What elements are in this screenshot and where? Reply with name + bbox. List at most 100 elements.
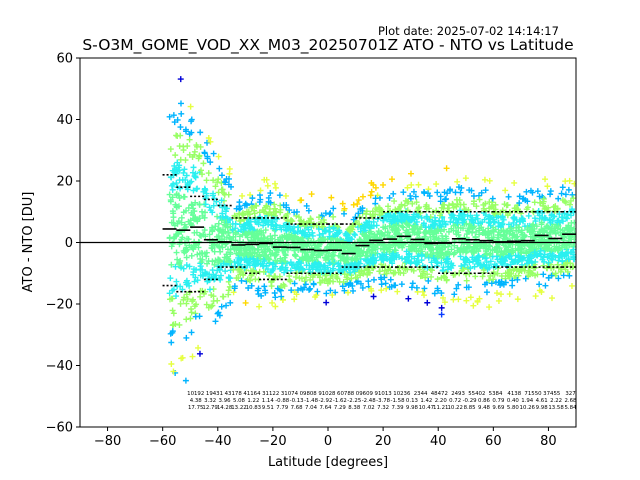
scatter-point	[325, 252, 332, 259]
scatter-point	[511, 179, 518, 186]
scatter-point	[532, 293, 539, 300]
scatter-point	[500, 281, 507, 288]
bin-annotation: 31122	[262, 391, 279, 397]
scatter-point	[176, 194, 183, 201]
scatter-point	[221, 203, 228, 210]
scatter-point	[182, 377, 189, 384]
scatter-point	[198, 167, 205, 174]
scatter-point	[529, 222, 536, 229]
scatter-point	[177, 300, 184, 307]
scatter-point	[332, 240, 339, 247]
chart-title: S-O3M_GOME_VOD_XX_M03_20250701Z ATO - NT…	[82, 36, 573, 55]
scatter-point	[306, 231, 313, 238]
scatter-point	[481, 176, 488, 183]
scatter-point	[269, 218, 276, 225]
scatter-point	[486, 205, 493, 212]
scatter-point	[336, 248, 343, 255]
scatter-point	[298, 260, 305, 267]
scatter-point	[226, 216, 233, 223]
bin-annotation: 3.96	[219, 398, 232, 404]
scatter-point	[169, 186, 176, 193]
scatter-point	[280, 222, 287, 229]
scatter-point	[211, 248, 218, 255]
scatter-point	[182, 176, 189, 183]
scatter-point	[354, 274, 361, 281]
scatter-point	[453, 203, 460, 210]
scatter-point	[173, 192, 180, 199]
scatter-point	[451, 291, 458, 298]
scatter-point	[514, 296, 521, 303]
scatter-point	[415, 181, 422, 188]
scatter-point	[522, 275, 529, 282]
scatter-point	[370, 218, 377, 225]
x-axis: −80 −60 −40 −20 0 20 40 60 80	[94, 427, 557, 449]
scatter-point	[483, 289, 490, 296]
scatter-point	[385, 229, 392, 236]
scatter-point	[186, 136, 193, 143]
y-tick-label: 20	[56, 175, 73, 190]
scatter-point	[434, 276, 441, 283]
scatter-point	[282, 251, 289, 258]
y-tick-label: −60	[46, 421, 73, 436]
y-axis-label: ATO - NTO [DU]	[21, 192, 36, 293]
scatter-point	[282, 258, 289, 265]
scatter-point	[196, 232, 203, 239]
scatter-point	[453, 227, 460, 234]
scatter-point	[201, 214, 208, 221]
scatter-point	[282, 192, 289, 199]
scatter-point	[542, 282, 549, 289]
bin-annotation: 9.51	[262, 405, 274, 411]
scatter-point	[256, 303, 263, 310]
scatter-point	[324, 243, 331, 250]
scatter-point	[218, 172, 225, 179]
scatter-point	[495, 297, 502, 304]
scatter-point	[482, 229, 489, 236]
scatter-point	[465, 243, 472, 250]
scatter-point	[540, 271, 547, 278]
scatter-point	[262, 249, 269, 256]
scatter-point	[510, 219, 517, 226]
scatter-point	[363, 211, 370, 218]
bin-annotation: 10.22	[447, 405, 462, 411]
scatter-point	[524, 198, 531, 205]
x-tick-label: −80	[94, 434, 121, 449]
scatter-point	[188, 329, 195, 336]
scatter-point	[252, 218, 259, 225]
scatter-point	[324, 264, 331, 271]
scatter-point	[270, 223, 277, 230]
scatter-point	[455, 281, 462, 288]
scatter-point	[513, 266, 520, 273]
scatter-point	[444, 260, 451, 267]
scatter-point	[248, 231, 255, 238]
scatter-point	[474, 297, 481, 304]
scatter-point	[389, 260, 396, 267]
scatter-point	[489, 247, 496, 254]
scatter-point	[404, 184, 411, 191]
scatter-point	[194, 185, 201, 192]
scatter-point	[467, 265, 474, 272]
scatter-point	[545, 253, 552, 260]
scatter-point	[225, 181, 232, 188]
scatter-point	[556, 240, 563, 247]
scatter-point	[454, 200, 461, 207]
scatter-point	[549, 271, 556, 278]
scatter-point	[181, 166, 188, 173]
scatter-point	[448, 246, 455, 253]
scatter-point	[168, 339, 175, 346]
scatter-point	[277, 265, 284, 272]
scatter-point	[260, 222, 267, 229]
scatter-point	[334, 275, 341, 282]
bin-annotation: 10192	[187, 391, 204, 397]
scatter-point	[209, 302, 216, 309]
scatter-point	[422, 229, 429, 236]
scatter-point	[271, 227, 278, 234]
scatter-point	[434, 226, 441, 233]
bin-annotation: 5384	[489, 391, 503, 397]
scatter-point	[488, 280, 495, 287]
scatter-point	[168, 219, 175, 226]
bin-annotation: 19431	[206, 391, 223, 397]
scatter-point	[195, 155, 202, 162]
scatter-point	[509, 282, 516, 289]
scatter-point	[235, 247, 242, 254]
